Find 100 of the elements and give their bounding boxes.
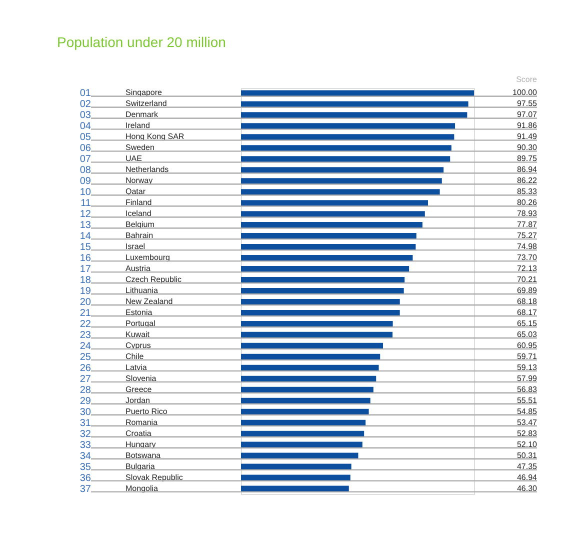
y-tick-label: Puerto Rico <box>126 406 168 416</box>
y-tick-label: Croatia <box>126 428 152 438</box>
text: 34 <box>80 450 92 462</box>
text: 07 <box>80 154 92 166</box>
data-label: 72.13 <box>516 264 538 274</box>
text: 11 <box>80 198 92 210</box>
y-tick-label: Lithuania <box>126 286 159 295</box>
text: 03 <box>80 110 92 122</box>
y-tick-label: Norway <box>126 176 153 186</box>
bar <box>241 320 393 327</box>
y-tick-label: Finland <box>126 198 152 208</box>
data-label: 86.22 <box>516 176 538 186</box>
bar <box>241 123 456 130</box>
y-tick-label: Qatar <box>126 187 146 196</box>
y-tick-label: Luxembourg <box>126 253 170 262</box>
bar <box>241 156 450 162</box>
data-label: 78.93 <box>516 209 538 218</box>
text: 14 <box>80 231 92 242</box>
data-label: 52.83 <box>516 428 538 438</box>
text: 18 <box>80 275 92 286</box>
text: 24 <box>80 340 92 352</box>
data-label: 53.47 <box>516 418 538 427</box>
y-tick-label: Romania <box>126 418 158 427</box>
y-tick-label: Chile <box>126 352 144 361</box>
bar <box>241 134 454 140</box>
bar <box>241 101 468 108</box>
data-label: 85.33 <box>516 187 538 196</box>
text: 30 <box>80 406 92 418</box>
data-label: 68.18 <box>516 296 538 306</box>
data-label: 59.13 <box>516 362 538 372</box>
y-tick-label: Israel <box>126 242 146 252</box>
text: 21 <box>80 308 92 319</box>
bar <box>241 430 364 437</box>
y-tick-label: Slovak Republic <box>126 472 183 482</box>
data-label: 97.55 <box>516 99 538 108</box>
data-label: 52.10 <box>516 440 538 449</box>
y-tick-label: Singapore <box>126 88 163 98</box>
bar <box>241 442 362 448</box>
bar <box>241 354 380 360</box>
text: 02 <box>80 99 92 110</box>
bar <box>241 167 444 174</box>
data-label: 91.86 <box>516 121 538 130</box>
text: 10 <box>80 187 92 198</box>
data-label: 59.71 <box>516 352 538 361</box>
bar <box>241 420 366 426</box>
data-label: 46.94 <box>516 472 538 482</box>
text: 06 <box>80 143 92 154</box>
text: 12 <box>80 209 92 220</box>
bar <box>241 200 428 206</box>
bar <box>241 376 376 382</box>
text: 19 <box>80 286 92 297</box>
bar <box>241 386 374 393</box>
data-label: 47.35 <box>516 462 538 471</box>
bar <box>241 342 384 349</box>
bar <box>241 112 468 118</box>
text: 29 <box>80 396 92 407</box>
data-label: 73.70 <box>516 253 538 262</box>
y-tick-label: Switzerland <box>126 99 167 108</box>
data-label: 70.21 <box>516 275 538 284</box>
y-tick-label: Kuwait <box>126 330 150 339</box>
text: 35 <box>80 462 92 473</box>
data-label: 86.94 <box>516 165 538 174</box>
data-label: 80.26 <box>516 198 538 208</box>
bar <box>241 266 410 272</box>
y-tick-label: Bulgaria <box>126 462 156 471</box>
text: 27 <box>80 374 92 385</box>
chart-title: Population under 20 million <box>57 34 226 50</box>
bar <box>241 145 452 152</box>
data-label: 69.89 <box>516 286 538 295</box>
y-tick-label: Austria <box>126 264 151 274</box>
data-label: 57.99 <box>516 374 538 383</box>
y-tick-label: Hong Kong SAR <box>126 132 184 142</box>
data-label: 55.51 <box>516 396 538 405</box>
data-label: 91.49 <box>516 132 538 142</box>
data-label: 68.17 <box>516 308 538 317</box>
text: 28 <box>80 384 92 396</box>
text: 36 <box>80 472 92 484</box>
bar <box>241 288 404 294</box>
text: 33 <box>80 440 92 451</box>
y-tick-label: UAE <box>126 154 142 164</box>
text: 31 <box>80 418 92 429</box>
y-tick-label: Belgium <box>126 220 155 230</box>
data-label: 75.27 <box>516 231 538 240</box>
y-tick-label: New Zealand <box>126 296 173 306</box>
bar <box>241 332 393 338</box>
data-label: 65.15 <box>516 318 538 328</box>
data-label: 46.30 <box>516 484 538 493</box>
text: 17 <box>80 264 92 276</box>
y-tick-label: Botswana <box>126 450 162 460</box>
data-label: 89.75 <box>516 154 538 164</box>
text: 37 <box>80 484 92 495</box>
text: 15 <box>80 242 92 254</box>
bar <box>241 90 474 96</box>
text: 32 <box>80 428 92 440</box>
y-tick-label: Portugal <box>126 318 156 328</box>
data-label: 90.30 <box>516 143 538 152</box>
y-tick-label: Slovenia <box>126 374 157 383</box>
data-label: 77.87 <box>516 220 538 230</box>
y-tick-label: Sweden <box>126 143 154 152</box>
y-tick-label: Greece <box>126 384 152 394</box>
